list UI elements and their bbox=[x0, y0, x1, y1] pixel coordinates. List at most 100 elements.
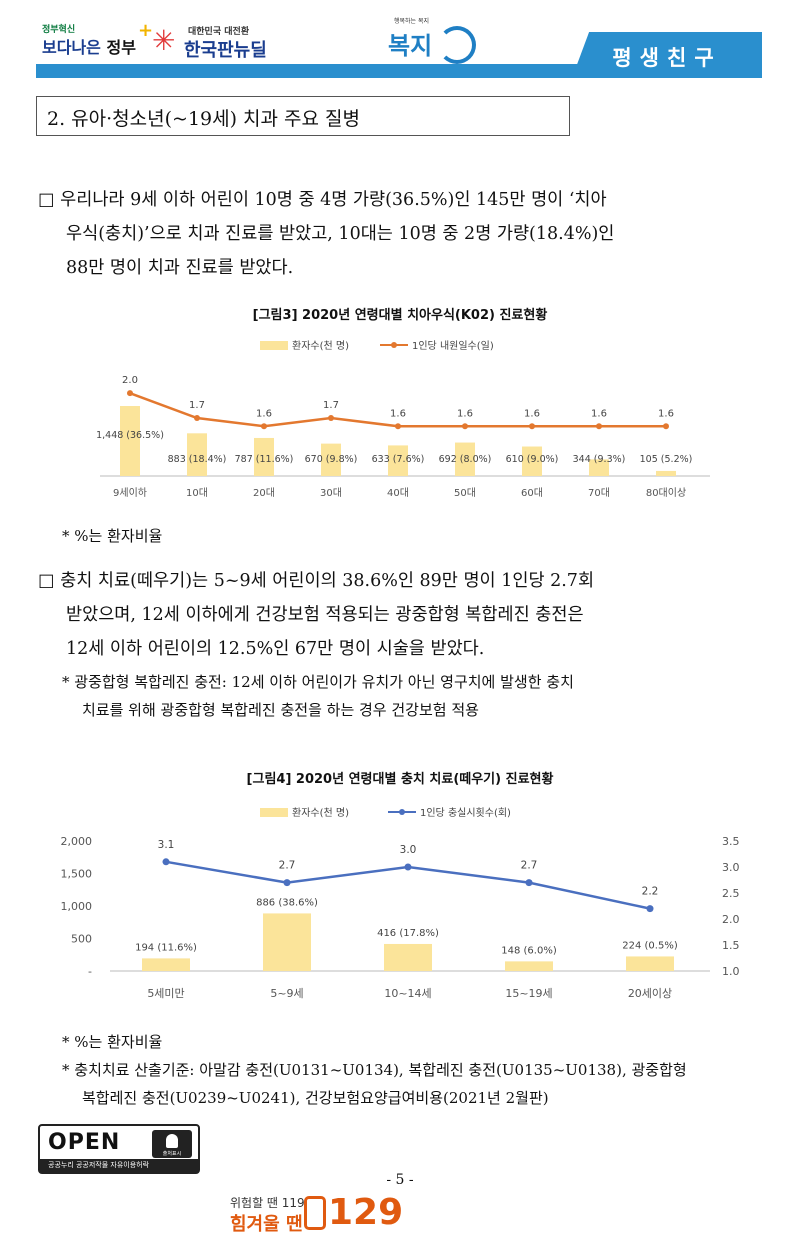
chart4-y-right-tick: 2.0 bbox=[722, 913, 740, 926]
chart3-bar bbox=[254, 437, 274, 476]
chart4-category-label: 20세이상 bbox=[628, 987, 672, 1000]
chart4-point bbox=[162, 858, 170, 866]
chart4-point bbox=[404, 863, 412, 871]
chart3-category-label: 40대 bbox=[387, 487, 409, 499]
chart4-line-label: 2.2 bbox=[642, 886, 659, 898]
chart4-bar bbox=[142, 958, 190, 971]
chart4-y-right-tick: 1.5 bbox=[722, 939, 740, 952]
chart3-line-label: 1.6 bbox=[658, 408, 674, 419]
chart3-bar bbox=[455, 442, 475, 476]
chart4-bar-label: 194 (11.6%) bbox=[135, 942, 197, 953]
chart4-y-right-tick: 3.0 bbox=[722, 861, 740, 874]
chart3-point bbox=[261, 423, 267, 430]
header-tab: 평생친구 bbox=[572, 32, 762, 78]
chart4-bar-label: 886 (38.6%) bbox=[256, 897, 318, 908]
chart3-bar-label: 105 (5.2%) bbox=[640, 454, 693, 465]
chart3-bar-label: 883 (18.4%) bbox=[168, 454, 227, 465]
chart4-notes: * %는 환자비율 * 충치치료 산출기준: 아말감 충전(U0131~U013… bbox=[62, 1033, 687, 1107]
chart3-legend-bar-label: 환자수(천 명) bbox=[292, 340, 349, 352]
chart4-category-label: 5세미만 bbox=[147, 987, 184, 1000]
chart3-bar-label: 670 (9.8%) bbox=[305, 454, 358, 465]
paragraph-2: □ 충치 치료(떼우기)는 5~9세 어린이의 38.6%인 89만 명이 1인… bbox=[38, 571, 595, 659]
chart4-bar bbox=[505, 961, 553, 971]
chart3-category-label: 10대 bbox=[186, 487, 208, 499]
chart3-bar bbox=[120, 406, 140, 476]
chart4-bar-label: 416 (17.8%) bbox=[377, 928, 439, 939]
chart3-point bbox=[395, 423, 401, 430]
chart4: 환자수(천 명) 1인당 충실시횟수(회) 2,000 1,500 1,000 500… bbox=[61, 807, 740, 1000]
chart3-bar bbox=[321, 443, 341, 476]
open-license-logo: OPEN 출처표시 공공누리 공공저작물 자유이용허락 bbox=[38, 1124, 200, 1174]
chart4-y-left-tick: 1,000 bbox=[61, 900, 93, 913]
chart4-category-label: 15~19세 bbox=[505, 987, 552, 1000]
page-number: - 5 - bbox=[386, 1172, 414, 1188]
chart3-category-label: 60대 bbox=[521, 487, 543, 499]
chart3-line-label: 1.6 bbox=[390, 408, 406, 419]
chart4-legend-bar-label: 환자수(천 명) bbox=[292, 807, 349, 819]
chart4-legend-bar-swatch bbox=[260, 808, 288, 817]
chart3-bar bbox=[522, 446, 542, 476]
chart4-legend-line-marker bbox=[399, 809, 405, 815]
paragraph-2-footnote: * 광중합형 복합레진 충전: 12세 이하 어린이가 유치가 아닌 영구치에 … bbox=[62, 673, 574, 719]
chart3-bar bbox=[187, 433, 207, 476]
chart3-title: [그림3] 2020년 연령대별 치아우식(K02) 진료현황 bbox=[252, 308, 548, 323]
chart4-y-left-tick: 500 bbox=[71, 933, 92, 946]
person-icon bbox=[166, 1134, 178, 1148]
chart3-point bbox=[663, 423, 669, 430]
chart3-bar-label: 692 (8.0%) bbox=[439, 454, 492, 465]
chart3-line-label: 1.6 bbox=[457, 408, 473, 419]
chart3-point bbox=[529, 423, 535, 430]
chart3-bar-label: 344 (9.3%) bbox=[573, 454, 626, 465]
chart3-point bbox=[194, 415, 200, 421]
chart3-category-label: 30대 bbox=[320, 487, 342, 499]
chart3-legend-line-label: 1인당 내원일수(일) bbox=[412, 340, 494, 352]
chart4-bar bbox=[384, 943, 432, 971]
phone-icon bbox=[304, 1196, 326, 1230]
chart4-bar bbox=[626, 956, 674, 971]
chart4-line-label: 3.1 bbox=[158, 839, 175, 851]
chart3-line-label: 2.0 bbox=[122, 375, 138, 386]
chart4-bar-label: 224 (0.5%) bbox=[622, 940, 678, 951]
chart3-bar-label: 1,448 (36.5%) bbox=[96, 430, 164, 441]
chart4-category-label: 10~14세 bbox=[384, 987, 431, 1000]
chart3-note: * %는 환자비율 bbox=[62, 527, 163, 545]
chart4-legend-line-label: 1인당 충실시횟수(회) bbox=[420, 807, 511, 819]
chart4-bar bbox=[263, 913, 311, 971]
chart3-line-label: 1.7 bbox=[189, 400, 205, 411]
chart3-legend-line-marker bbox=[391, 342, 397, 348]
chart3-bar bbox=[589, 459, 609, 476]
section-title-box: 2. 유아·청소년(~19세) 치과 주요 질병 bbox=[36, 96, 570, 136]
chart3-category-label: 70대 bbox=[588, 487, 610, 499]
chart3-point bbox=[127, 390, 133, 397]
chart4-y-right-tick: 2.5 bbox=[722, 887, 740, 900]
chart3-bar-label: 633 (7.6%) bbox=[372, 454, 425, 465]
star-icon: ✳ bbox=[152, 24, 176, 57]
hotline-number: 129 bbox=[328, 1192, 404, 1233]
chart4-category-label: 5~9세 bbox=[270, 987, 303, 1000]
chart3-line-label: 1.7 bbox=[323, 400, 339, 411]
chart3-point bbox=[462, 423, 468, 430]
chart3-line-label: 1.6 bbox=[256, 408, 272, 419]
chart3-category-label: 20대 bbox=[253, 487, 275, 499]
section-title: 2. 유아·청소년(~19세) 치과 주요 질병 bbox=[47, 108, 361, 130]
korean-new-deal-logo: ✳ 대한민국 대전환 한국판뉴딜 bbox=[152, 24, 267, 61]
chart4-point bbox=[525, 879, 533, 887]
ring-icon bbox=[438, 26, 476, 64]
chart4-y-right-tick: 1.0 bbox=[722, 965, 740, 978]
plus-icon: + bbox=[138, 20, 154, 41]
chart4-title: [그림4] 2020년 연령대별 충치 치료(떼우기) 진료현황 bbox=[246, 772, 554, 787]
chart3-category-label: 9세이하 bbox=[113, 486, 147, 499]
chart3-bar bbox=[656, 470, 676, 476]
chart4-y-left-tick: 2,000 bbox=[61, 835, 93, 848]
chart4-line-label: 2.7 bbox=[521, 860, 538, 872]
chart3-line-label: 1.6 bbox=[524, 408, 540, 419]
hotline-slogan: 힘겨울 땐 bbox=[230, 1214, 303, 1235]
chart3-bar bbox=[388, 445, 408, 476]
chart3-point bbox=[328, 415, 334, 421]
gov-innovation-logo: 정부혁신 보다나은 정부 + bbox=[42, 20, 154, 57]
chart4-y-left-tick: - bbox=[88, 965, 92, 978]
chart4-line-label: 2.7 bbox=[279, 860, 296, 872]
chart4-point bbox=[646, 905, 654, 913]
chart3-bar-label: 610 (9.0%) bbox=[506, 454, 559, 465]
hotline-caption: 위험할 땐 119 bbox=[230, 1196, 305, 1210]
